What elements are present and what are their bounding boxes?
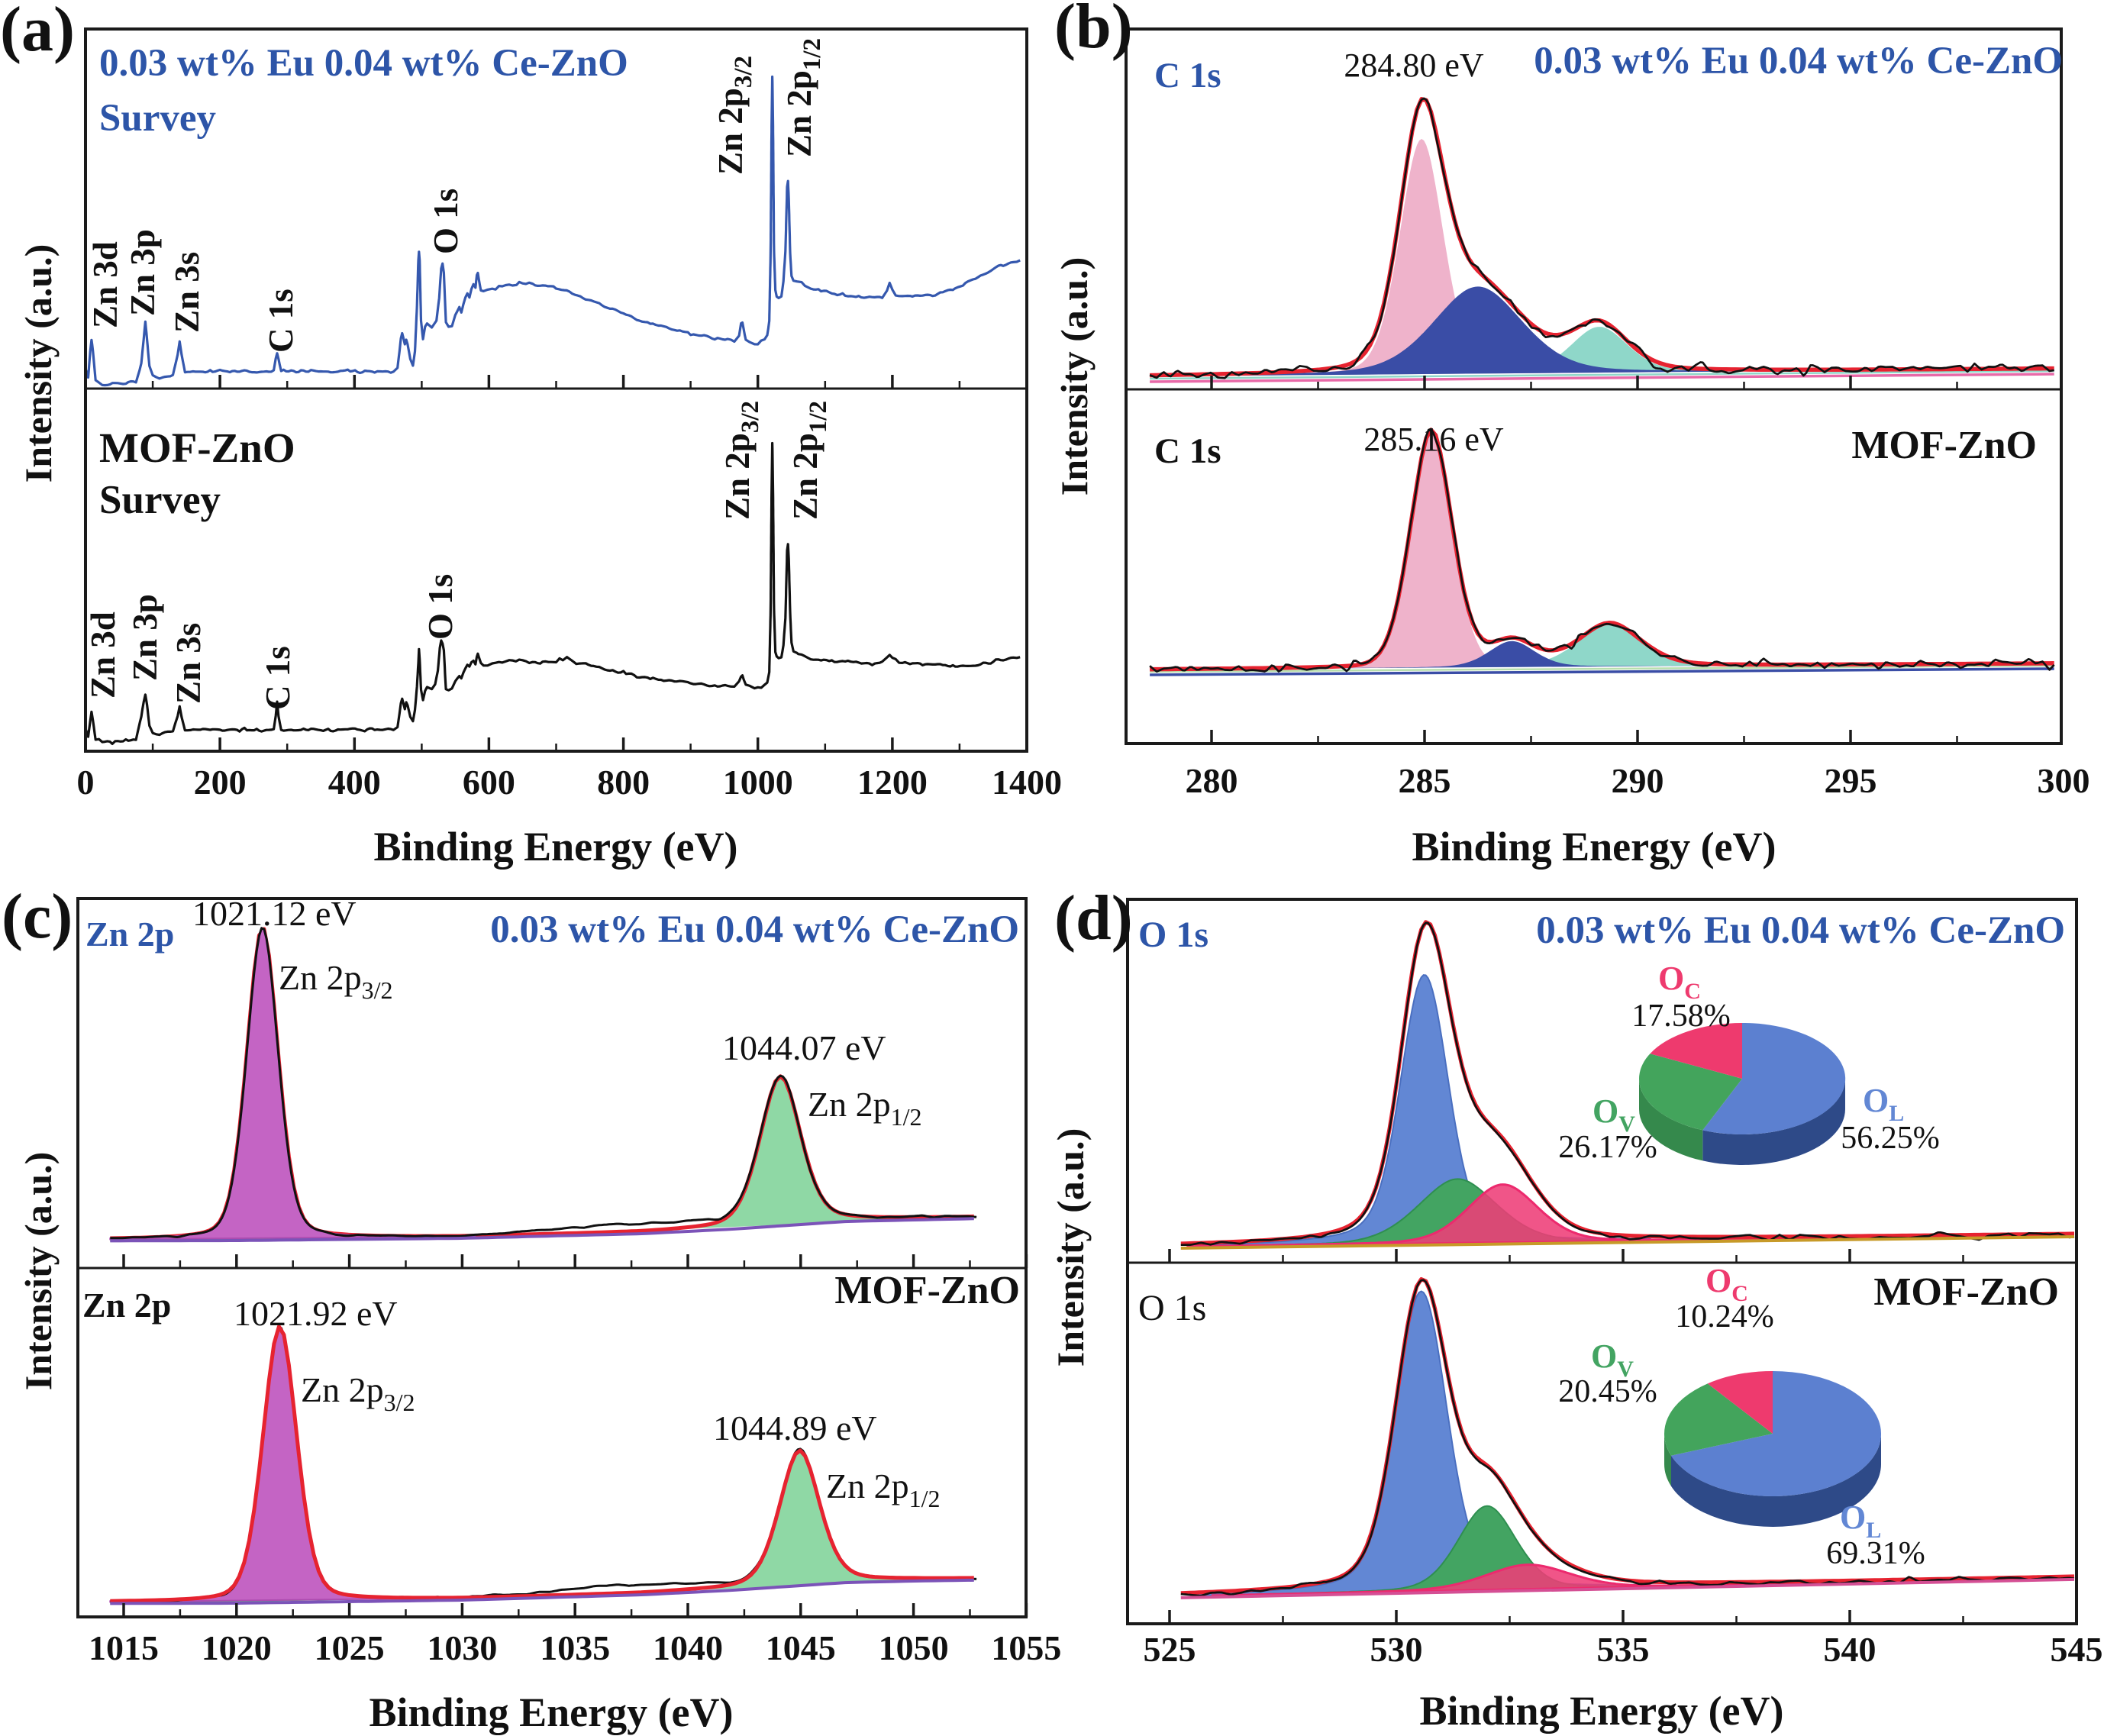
svg-text:Zn 3d: Zn 3d bbox=[86, 241, 124, 328]
svg-text:Survey: Survey bbox=[99, 97, 216, 140]
svg-text:1021.12 eV: 1021.12 eV bbox=[192, 894, 357, 933]
svg-text:OL: OL bbox=[1863, 1082, 1904, 1126]
svg-text:1400: 1400 bbox=[992, 763, 1062, 802]
svg-text:1050: 1050 bbox=[879, 1628, 949, 1667]
svg-text:Zn 3d: Zn 3d bbox=[84, 611, 122, 699]
svg-text:1025: 1025 bbox=[315, 1628, 385, 1667]
svg-text:O 1s: O 1s bbox=[427, 189, 465, 254]
svg-text:530: 530 bbox=[1370, 1630, 1423, 1669]
svg-text:525: 525 bbox=[1144, 1630, 1196, 1669]
svg-text:(a): (a) bbox=[0, 0, 75, 65]
svg-text:284.80 eV: 284.80 eV bbox=[1344, 47, 1484, 84]
svg-text:MOF-ZnO: MOF-ZnO bbox=[1873, 1270, 2059, 1314]
svg-text:Binding Energy (eV): Binding Energy (eV) bbox=[373, 824, 737, 870]
svg-text:26.17%: 26.17% bbox=[1558, 1130, 1657, 1165]
svg-text:C 1s: C 1s bbox=[259, 646, 297, 710]
svg-text:1044.07 eV: 1044.07 eV bbox=[722, 1028, 886, 1067]
svg-text:Intensity (a.u.): Intensity (a.u.) bbox=[1053, 257, 1096, 496]
svg-text:Intensity (a.u.): Intensity (a.u.) bbox=[1049, 1128, 1092, 1367]
svg-text:O 1s: O 1s bbox=[421, 574, 460, 640]
svg-text:Zn 2p: Zn 2p bbox=[82, 1286, 171, 1325]
svg-text:290: 290 bbox=[1612, 761, 1664, 800]
svg-text:20.45%: 20.45% bbox=[1558, 1374, 1657, 1409]
svg-text:OC: OC bbox=[1658, 960, 1701, 1004]
svg-text:1055: 1055 bbox=[991, 1628, 1061, 1667]
svg-text:800: 800 bbox=[597, 763, 650, 802]
svg-text:535: 535 bbox=[1597, 1630, 1650, 1669]
svg-text:MOF-ZnO: MOF-ZnO bbox=[834, 1269, 1020, 1312]
svg-text:400: 400 bbox=[328, 763, 381, 802]
svg-text:10.24%: 10.24% bbox=[1675, 1299, 1774, 1334]
svg-text:0.03 wt% Eu 0.04 wt% Ce-ZnO: 0.03 wt% Eu 0.04 wt% Ce-ZnO bbox=[1534, 40, 2063, 82]
svg-text:Zn 3s: Zn 3s bbox=[169, 623, 208, 704]
svg-text:1021.92 eV: 1021.92 eV bbox=[234, 1294, 398, 1333]
svg-text:17.58%: 17.58% bbox=[1631, 999, 1731, 1034]
svg-text:Binding Energy (eV): Binding Energy (eV) bbox=[369, 1689, 733, 1735]
svg-text:Zn 3p: Zn 3p bbox=[124, 229, 162, 316]
svg-text:C 1s: C 1s bbox=[262, 289, 300, 353]
svg-text:MOF-ZnO: MOF-ZnO bbox=[99, 424, 295, 471]
svg-text:(d): (d) bbox=[1054, 883, 1133, 954]
svg-text:300: 300 bbox=[2038, 761, 2090, 800]
svg-text:1030: 1030 bbox=[427, 1628, 497, 1667]
svg-text:0.03 wt% Eu 0.04 wt% Ce-ZnO: 0.03 wt% Eu 0.04 wt% Ce-ZnO bbox=[490, 908, 1019, 951]
svg-text:Zn 3p: Zn 3p bbox=[126, 594, 164, 681]
svg-text:1200: 1200 bbox=[857, 763, 928, 802]
svg-text:0: 0 bbox=[77, 763, 95, 802]
svg-text:Survey: Survey bbox=[99, 478, 221, 522]
svg-text:C 1s: C 1s bbox=[1154, 56, 1221, 95]
svg-text:(c): (c) bbox=[2, 881, 73, 952]
svg-text:295: 295 bbox=[1825, 761, 1877, 800]
svg-text:56.25%: 56.25% bbox=[1841, 1121, 1940, 1156]
svg-text:Binding Energy (eV): Binding Energy (eV) bbox=[1419, 1688, 1783, 1734]
svg-text:O 1s: O 1s bbox=[1138, 1288, 1206, 1328]
svg-text:Zn 2p: Zn 2p bbox=[86, 915, 174, 954]
svg-text:C 1s: C 1s bbox=[1154, 431, 1221, 471]
svg-text:O 1s: O 1s bbox=[1138, 915, 1209, 955]
svg-text:600: 600 bbox=[463, 763, 515, 802]
svg-text:Intensity (a.u.): Intensity (a.u.) bbox=[17, 1152, 60, 1391]
svg-text:69.31%: 69.31% bbox=[1826, 1536, 1925, 1571]
svg-text:540: 540 bbox=[1824, 1630, 1876, 1669]
svg-text:1015: 1015 bbox=[89, 1628, 159, 1667]
svg-text:280: 280 bbox=[1186, 761, 1238, 800]
svg-text:285: 285 bbox=[1399, 761, 1451, 800]
svg-text:545: 545 bbox=[2051, 1630, 2103, 1669]
svg-text:Binding Energy (eV): Binding Energy (eV) bbox=[1412, 824, 1776, 870]
svg-text:Zn 3s: Zn 3s bbox=[168, 252, 206, 333]
svg-text:MOF-ZnO: MOF-ZnO bbox=[1851, 424, 2037, 467]
svg-text:1020: 1020 bbox=[202, 1628, 272, 1667]
svg-text:1044.89 eV: 1044.89 eV bbox=[713, 1408, 877, 1447]
svg-text:Intensity (a.u.): Intensity (a.u.) bbox=[17, 244, 60, 483]
svg-text:1045: 1045 bbox=[766, 1628, 836, 1667]
svg-text:0.03 wt% Eu 0.04 wt% Ce-ZnO: 0.03 wt% Eu 0.04 wt% Ce-ZnO bbox=[99, 42, 628, 85]
svg-text:0.03 wt% Eu 0.04 wt% Ce-ZnO: 0.03 wt% Eu 0.04 wt% Ce-ZnO bbox=[1536, 909, 2065, 952]
svg-text:(b): (b) bbox=[1054, 0, 1133, 62]
svg-text:200: 200 bbox=[194, 763, 247, 802]
svg-text:1000: 1000 bbox=[723, 763, 793, 802]
svg-text:1035: 1035 bbox=[540, 1628, 610, 1667]
svg-text:1040: 1040 bbox=[653, 1628, 723, 1667]
svg-text:285.16 eV: 285.16 eV bbox=[1363, 421, 1504, 458]
